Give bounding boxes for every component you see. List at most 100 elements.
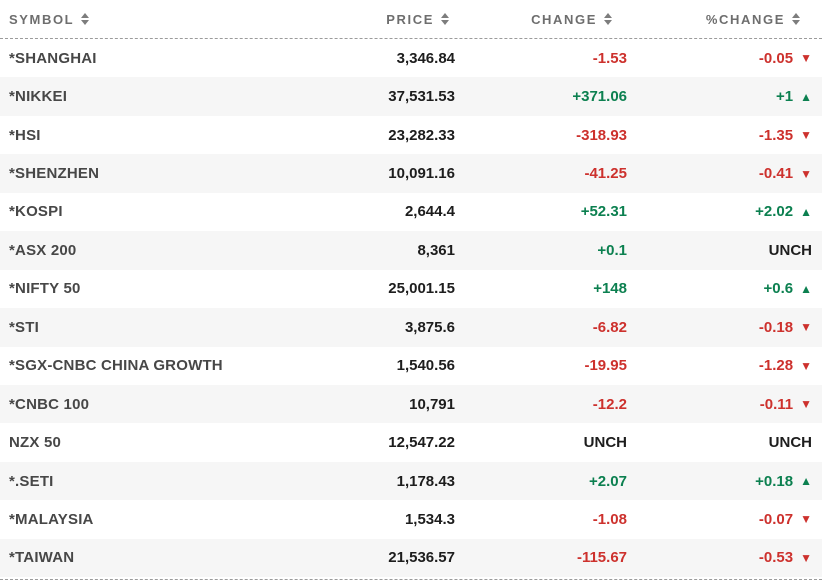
table-row[interactable]: *SHANGHAI 3,346.84 -1.53 -0.05 ▼ xyxy=(0,39,822,77)
table-row[interactable]: *HSI 23,282.33 -318.93 -1.35 ▼ xyxy=(0,116,822,154)
table-row[interactable]: *ASX 200 8,361 +0.1 UNCH xyxy=(0,231,822,270)
pct-change-value: -0.41 xyxy=(758,165,794,183)
table-row[interactable]: *STI 3,875.6 -6.82 -0.18 ▼ xyxy=(0,308,822,347)
change-cell: -6.82 xyxy=(592,318,627,336)
column-header-change-label: CHANGE xyxy=(531,11,597,27)
pct-change-value: -1.35 xyxy=(758,126,794,144)
price-cell: 23,282.33 xyxy=(388,126,455,144)
symbol-cell[interactable]: *NIFTY 50 xyxy=(9,280,81,298)
direction-arrow-icon: ▼ xyxy=(800,358,812,373)
table-row[interactable]: *NIKKEI 37,531.53 +371.06 +1 ▲ xyxy=(0,77,822,116)
symbol-cell[interactable]: *KOSPI xyxy=(9,203,63,221)
price-cell: 3,346.84 xyxy=(396,49,455,67)
symbol-cell[interactable]: *STI xyxy=(9,318,39,336)
pct-change-cell: -0.07 ▼ xyxy=(627,511,822,528)
sort-icon[interactable] xyxy=(604,13,612,25)
price-cell: 1,534.3 xyxy=(404,510,455,528)
sort-icon[interactable] xyxy=(441,13,449,25)
pct-change-cell: +1 ▲ xyxy=(627,88,822,105)
symbol-cell[interactable]: *.SETI xyxy=(9,472,54,490)
table-row[interactable]: *SHENZHEN 10,091.16 -41.25 -0.41 ▼ xyxy=(0,154,822,193)
change-cell: -1.53 xyxy=(592,49,627,67)
sort-up-triangle-icon xyxy=(81,13,90,18)
direction-arrow-icon: ▲ xyxy=(800,474,812,489)
sort-up-triangle-icon xyxy=(792,13,800,18)
pct-change-value: -1.28 xyxy=(758,357,794,375)
pct-change-cell: UNCH xyxy=(627,434,822,451)
sort-down-triangle-icon xyxy=(441,20,449,25)
table-body: *SHANGHAI 3,346.84 -1.53 -0.05 ▼ *NIKKEI… xyxy=(0,39,822,578)
pct-change-cell: -0.53 ▼ xyxy=(627,549,822,566)
table-row[interactable]: *SGX-CNBC CHINA GROWTH 1,540.56 -19.95 -… xyxy=(0,347,822,385)
direction-arrow-icon: ▲ xyxy=(800,204,812,219)
symbol-cell[interactable]: *CNBC 100 xyxy=(9,395,90,413)
pct-change-cell: -0.05 ▼ xyxy=(627,50,822,67)
direction-arrow-icon: ▼ xyxy=(800,550,812,565)
price-cell: 21,536.57 xyxy=(388,549,455,567)
sort-down-triangle-icon xyxy=(792,20,800,25)
change-cell: +2.07 xyxy=(589,472,627,490)
direction-arrow-icon: ▼ xyxy=(800,397,812,412)
sort-icon[interactable] xyxy=(81,13,90,25)
price-cell: 2,644.4 xyxy=(404,203,455,221)
symbol-cell[interactable]: NZX 50 xyxy=(9,434,62,452)
column-header-pct-change-label: %CHANGE xyxy=(705,11,785,27)
pct-change-value: +0.18 xyxy=(755,472,794,490)
direction-arrow-icon: ▼ xyxy=(800,128,812,143)
table-row[interactable]: *.SETI 1,178.43 +2.07 +0.18 ▲ xyxy=(0,461,822,501)
table-row[interactable]: *CNBC 100 10,791 -12.2 -0.11 ▼ xyxy=(0,384,822,424)
direction-arrow-icon: ▲ xyxy=(800,281,812,296)
column-header-symbol[interactable]: SYMBOL xyxy=(0,12,285,27)
price-cell: 10,091.16 xyxy=(388,165,455,183)
symbol-cell[interactable]: *SHENZHEN xyxy=(9,165,100,183)
table-row[interactable]: *NIFTY 50 25,001.15 +148 +0.6 ▲ xyxy=(0,270,822,308)
direction-arrow-icon: ▼ xyxy=(800,320,812,335)
column-header-pct-change[interactable]: %CHANGE xyxy=(627,12,822,27)
symbol-cell[interactable]: *MALAYSIA xyxy=(9,510,94,528)
pct-change-value: UNCH xyxy=(768,241,812,259)
pct-change-value: -0.07 xyxy=(758,510,794,528)
price-cell: 10,791 xyxy=(409,395,455,413)
price-cell: 12,547.22 xyxy=(388,434,455,452)
symbol-cell[interactable]: *SHANGHAI xyxy=(9,49,97,67)
pct-change-cell: UNCH xyxy=(627,242,822,259)
sort-icon[interactable] xyxy=(792,13,800,25)
pct-change-cell: +0.6 ▲ xyxy=(627,280,822,297)
pct-change-value: -0.11 xyxy=(759,395,794,413)
column-header-price[interactable]: PRICE xyxy=(285,12,455,27)
table-row[interactable]: *TAIWAN 21,536.57 -115.67 -0.53 ▼ xyxy=(0,538,822,578)
pct-change-value: UNCH xyxy=(768,434,812,452)
price-cell: 37,531.53 xyxy=(388,88,455,106)
pct-change-cell: -1.35 ▼ xyxy=(627,127,822,144)
table-row[interactable]: *MALAYSIA 1,534.3 -1.08 -0.07 ▼ xyxy=(0,500,822,538)
price-cell: 1,178.43 xyxy=(396,472,455,490)
table-header: SYMBOL PRICE CHANGE %CHANGE xyxy=(0,0,822,39)
direction-arrow-icon: ▼ xyxy=(800,166,812,181)
pct-change-cell: -0.18 ▼ xyxy=(627,319,822,336)
price-cell: 8,361 xyxy=(417,241,455,259)
symbol-cell[interactable]: *ASX 200 xyxy=(9,241,77,259)
price-cell: 3,875.6 xyxy=(404,318,455,336)
direction-arrow-icon: ▼ xyxy=(800,512,812,527)
symbol-cell[interactable]: *TAIWAN xyxy=(9,549,75,567)
table-row[interactable]: *KOSPI 2,644.4 +52.31 +2.02 ▲ xyxy=(0,193,822,231)
change-cell: +148 xyxy=(593,280,627,298)
change-cell: +371.06 xyxy=(572,88,627,106)
change-cell: -19.95 xyxy=(584,357,627,375)
change-cell: -318.93 xyxy=(576,126,627,144)
symbol-cell[interactable]: *NIKKEI xyxy=(9,88,68,106)
sort-up-triangle-icon xyxy=(604,13,612,18)
pct-change-value: +1 xyxy=(776,88,794,106)
change-cell: +52.31 xyxy=(580,203,627,221)
price-cell: 25,001.15 xyxy=(388,280,455,298)
change-cell: -41.25 xyxy=(584,165,627,183)
price-cell: 1,540.56 xyxy=(396,357,455,375)
symbol-cell[interactable]: *HSI xyxy=(9,126,41,144)
column-header-change[interactable]: CHANGE xyxy=(455,12,627,27)
pct-change-cell: -1.28 ▼ xyxy=(627,357,822,374)
table-row[interactable]: NZX 50 12,547.22 UNCH UNCH xyxy=(0,423,822,461)
pct-change-value: -0.53 xyxy=(758,549,794,567)
symbol-cell[interactable]: *SGX-CNBC CHINA GROWTH xyxy=(9,357,223,375)
pct-change-cell: -0.11 ▼ xyxy=(627,396,822,413)
